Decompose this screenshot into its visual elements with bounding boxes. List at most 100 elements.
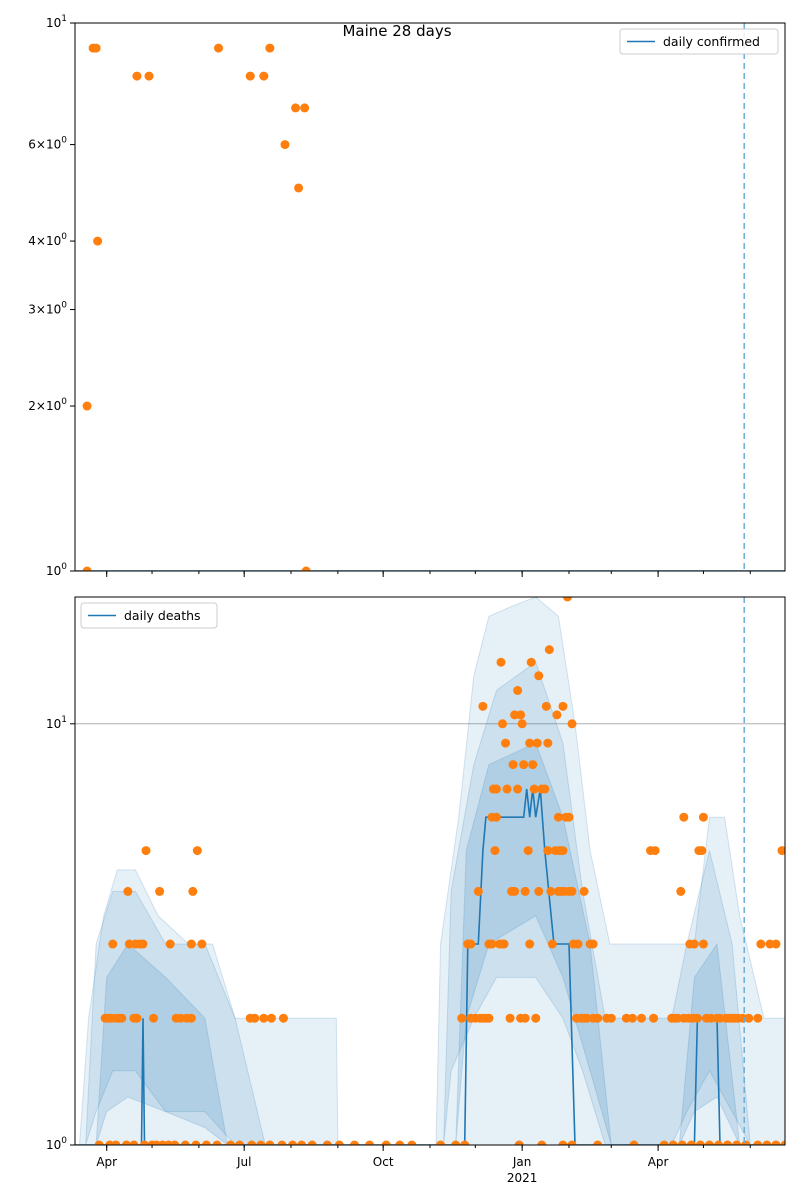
- data-point: [744, 1013, 754, 1023]
- data-point: [588, 939, 598, 949]
- data-point: [186, 1013, 196, 1023]
- data-point: [762, 1140, 772, 1145]
- x-tick-label: Jul: [236, 1155, 251, 1169]
- data-point: [510, 886, 520, 896]
- data-point: [543, 846, 553, 856]
- data-point: [294, 183, 304, 193]
- data-point: [288, 1140, 298, 1145]
- data-point: [546, 886, 556, 896]
- data-point: [94, 1140, 104, 1145]
- top-panel: 100 2×100 3×100 4×100 6×100 101 daily confirme…: [28, 14, 786, 578]
- data-point: [149, 1013, 159, 1023]
- y-tick-label: 2×100: [28, 397, 67, 413]
- data-point: [502, 784, 512, 794]
- data-point: [490, 846, 500, 856]
- data-point: [732, 1140, 742, 1145]
- data-point: [170, 1140, 180, 1145]
- uncertainty-band-1: [78, 597, 785, 1145]
- data-point: [280, 140, 290, 150]
- y-tick-label: 101: [46, 715, 67, 731]
- data-point: [307, 1140, 317, 1145]
- data-point: [180, 1140, 190, 1145]
- data-point: [593, 1140, 603, 1145]
- data-point: [297, 1140, 307, 1145]
- data-point: [676, 886, 686, 896]
- data-point: [567, 886, 577, 896]
- data-point: [627, 1013, 637, 1023]
- data-point: [505, 1013, 515, 1023]
- data-point: [365, 1140, 375, 1145]
- data-point: [567, 1140, 577, 1145]
- data-point: [528, 760, 538, 770]
- x-tick-sublabel: 2021: [507, 1171, 538, 1185]
- data-point: [235, 1140, 245, 1145]
- data-point: [723, 1140, 733, 1145]
- data-point: [686, 1140, 696, 1145]
- legend-label: daily confirmed: [663, 34, 760, 49]
- data-point: [436, 1140, 446, 1145]
- data-point: [677, 1140, 687, 1145]
- data-point: [692, 1013, 702, 1023]
- data-point: [771, 1140, 781, 1145]
- data-point: [277, 1140, 287, 1145]
- x-tick-label: Oct: [373, 1155, 394, 1169]
- data-point: [579, 886, 589, 896]
- data-point: [508, 760, 518, 770]
- data-point: [636, 1013, 646, 1023]
- data-point: [491, 812, 501, 822]
- legend-box: [80, 602, 218, 629]
- data-point: [407, 1140, 417, 1145]
- data-point: [679, 812, 689, 822]
- data-point: [573, 939, 583, 949]
- y-tick-label: 6×100: [28, 136, 67, 152]
- data-point: [649, 1013, 659, 1023]
- data-point: [520, 1013, 530, 1023]
- data-point: [531, 1013, 541, 1023]
- data-point: [514, 1140, 524, 1145]
- data-point: [117, 1013, 127, 1023]
- data-point: [155, 886, 165, 896]
- data-point: [165, 939, 175, 949]
- data-point: [519, 760, 529, 770]
- data-point: [491, 784, 501, 794]
- data-point: [265, 43, 275, 53]
- data-point: [334, 1140, 344, 1145]
- data-point: [266, 1013, 276, 1023]
- data-point: [593, 1013, 603, 1023]
- data-point: [499, 939, 509, 949]
- y-tick-label: 100: [46, 562, 67, 578]
- data-point: [547, 939, 557, 949]
- data-point: [381, 1140, 391, 1145]
- plot-area: [75, 597, 785, 1145]
- data-point: [108, 939, 118, 949]
- data-point: [192, 846, 202, 856]
- data-point: [516, 710, 526, 720]
- data-point: [753, 1140, 763, 1145]
- data-point: [541, 701, 551, 711]
- data-point: [301, 566, 311, 571]
- data-point: [186, 939, 196, 949]
- data-point: [247, 1140, 257, 1145]
- data-point: [259, 1013, 269, 1023]
- data-point: [138, 939, 148, 949]
- x-tick-label: Jan: [512, 1155, 532, 1169]
- data-point: [82, 566, 92, 571]
- data-point: [698, 939, 708, 949]
- data-point: [501, 738, 511, 748]
- data-point: [689, 939, 699, 949]
- data-point: [451, 1140, 461, 1145]
- data-point: [212, 1140, 222, 1145]
- data-point: [698, 812, 708, 822]
- data-point: [191, 1140, 201, 1145]
- data-point: [553, 812, 563, 822]
- data-point: [91, 43, 101, 53]
- data-point: [525, 738, 535, 748]
- data-point: [226, 1140, 236, 1145]
- data-point: [259, 71, 269, 81]
- data-point: [214, 43, 224, 53]
- data-point: [543, 738, 553, 748]
- data-point: [714, 1140, 724, 1145]
- data-point: [498, 719, 508, 729]
